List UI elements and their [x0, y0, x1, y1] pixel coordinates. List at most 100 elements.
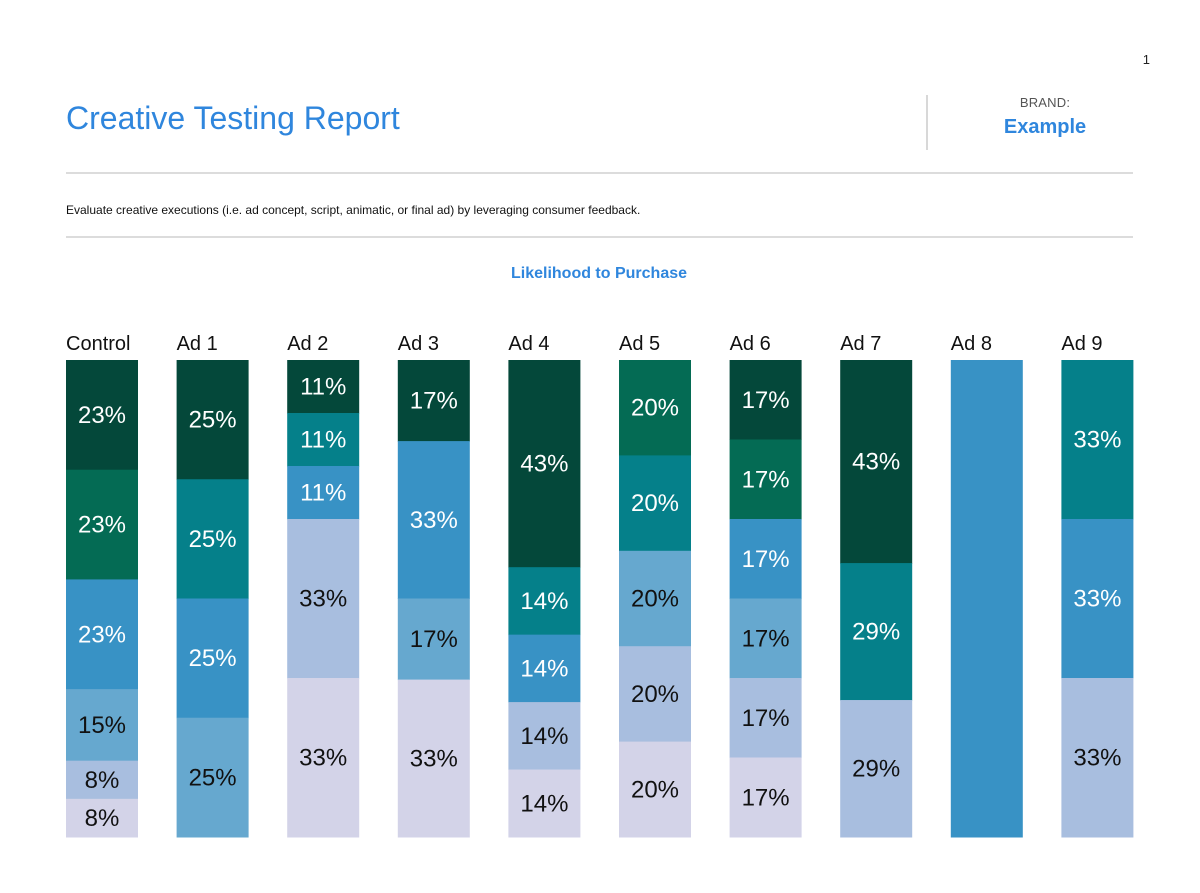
bar-segment-ad-7-3: [840, 700, 913, 838]
data-label-ad-5-2: 20%: [631, 490, 679, 517]
brand-label: BRAND:: [1019, 95, 1071, 110]
data-label-ad-4-2: 14%: [520, 588, 568, 615]
page-number: 1: [1142, 52, 1150, 67]
data-label-control-2: 23%: [78, 512, 126, 539]
data-label-control-1: 23%: [78, 402, 126, 429]
category-label-ad-5: Ad 5: [619, 333, 660, 355]
category-label-control: Control: [66, 333, 130, 355]
bar-segment-ad-3-2: [397, 441, 470, 599]
bar-segment-ad-1-3: [176, 598, 249, 719]
category-label-ad-9: Ad 9: [1061, 333, 1102, 355]
bar-segment-ad-6-4: [729, 598, 802, 679]
data-label-ad-5-3: 20%: [631, 586, 679, 613]
bar-segment-ad-6-5: [729, 678, 802, 758]
data-label-control-3: 23%: [78, 621, 126, 648]
brand-block: BRAND: Example: [950, 95, 1140, 139]
data-label-ad-7-1: 43%: [852, 449, 900, 476]
category-label-ad-1: Ad 1: [177, 333, 218, 355]
bar-segment-ad-2-2: [287, 413, 360, 467]
data-label-ad-3-1: 17%: [410, 388, 458, 415]
bar-segment-ad-2-3: [287, 466, 360, 520]
bar-segment-ad-5-5: [619, 741, 691, 838]
bar-segment-ad-6-3: [729, 519, 802, 599]
bar-segment-ad-5-4: [619, 646, 691, 743]
bar-segment-ad-4-1: [508, 360, 581, 568]
data-label-ad-3-2: 33%: [410, 507, 458, 534]
bar-segment-ad-1-1: [176, 360, 249, 480]
header-divider: [66, 172, 1133, 174]
category-label-ad-2: Ad 2: [287, 333, 328, 355]
category-label-ad-8: Ad 8: [951, 333, 992, 355]
bar-segment-ad-5-3: [619, 550, 691, 647]
data-label-ad-6-2: 17%: [742, 466, 790, 493]
data-label-ad-6-1: 17%: [742, 387, 790, 414]
data-label-ad-9-1: 33%: [1073, 427, 1121, 454]
data-label-ad-2-1: 11%: [300, 374, 346, 401]
bar-segment-control-2: [66, 469, 138, 580]
bar-segment-ad-1-4: [176, 717, 249, 838]
data-label-ad-1-3: 25%: [189, 645, 237, 672]
bar-segment-ad-3-3: [397, 598, 470, 681]
bar-segment-control-6: [66, 798, 138, 838]
bar-segment-ad-7-2: [840, 563, 913, 701]
bar-segment-ad-2-1: [287, 360, 360, 414]
bar-segment-ad-4-5: [508, 769, 581, 838]
data-label-ad-5-4: 20%: [631, 681, 679, 708]
data-label-ad-4-5: 14%: [520, 790, 568, 817]
data-label-ad-6-4: 17%: [742, 625, 790, 652]
data-label-ad-6-6: 17%: [742, 784, 790, 811]
data-label-ad-4-1: 43%: [520, 451, 568, 478]
title-divider: [926, 95, 928, 150]
category-label-ad-3: Ad 3: [398, 333, 439, 355]
bar-segment-control-4: [66, 689, 138, 762]
bar-segment-ad-9-2: [1061, 519, 1134, 679]
bar-segment-ad-5-1: [619, 360, 691, 456]
report-description: Evaluate creative executions (i.e. ad co…: [66, 203, 641, 217]
bar-segment-ad-9-3: [1061, 678, 1134, 838]
data-label-ad-4-3: 14%: [520, 655, 568, 682]
bar-segment-ad-1-2: [176, 479, 249, 599]
bar-segment-control-5: [66, 760, 138, 800]
bars-layer: Control 23% 23% 23% 15% 8% 8% Ad 1 25% 25% 25% 25% A…: [66, 333, 1134, 838]
bar-segment-ad-2-4: [287, 519, 360, 679]
bar-segment-ad-7-1: [840, 360, 913, 564]
data-label-ad-5-5: 20%: [631, 776, 679, 803]
chart-title: Likelihood to Purchase: [511, 265, 687, 282]
bar-segment-ad-8-1: [950, 360, 1023, 838]
data-label-ad-1-2: 25%: [189, 526, 237, 553]
data-label-ad-2-4: 33%: [299, 586, 347, 613]
data-label-ad-9-2: 33%: [1073, 586, 1121, 613]
bar-segment-ad-4-2: [508, 567, 581, 636]
data-label-ad-2-2: 11%: [300, 427, 346, 454]
data-label-ad-2-3: 11%: [300, 480, 346, 507]
data-label-ad-5-1: 20%: [631, 395, 679, 422]
bar-segment-ad-6-6: [729, 757, 802, 838]
report-title: Creative Testing Report: [66, 100, 400, 136]
data-label-ad-6-3: 17%: [742, 546, 790, 573]
bar-segment-ad-3-4: [397, 679, 470, 838]
bar-segment-control-3: [66, 579, 138, 690]
data-label-ad-2-5: 33%: [299, 745, 347, 772]
data-label-ad-6-5: 17%: [742, 705, 790, 732]
category-label-ad-4: Ad 4: [508, 333, 549, 355]
data-label-ad-1-1: 25%: [189, 407, 237, 434]
bar-segment-ad-5-2: [619, 455, 691, 552]
data-label-ad-3-3: 17%: [410, 626, 458, 653]
bar-segment-ad-9-1: [1061, 360, 1134, 520]
data-label-ad-7-2: 29%: [852, 619, 900, 646]
bar-segment-ad-6-2: [729, 439, 802, 520]
bar-segment-ad-6-1: [729, 360, 802, 440]
data-label-ad-9-3: 33%: [1073, 745, 1121, 772]
category-label-ad-7: Ad 7: [840, 333, 881, 355]
data-label-ad-7-3: 29%: [852, 756, 900, 783]
data-label-control-6: 8%: [85, 805, 120, 832]
bar-segment-ad-4-3: [508, 634, 581, 703]
data-label-ad-4-4: 14%: [520, 723, 568, 750]
category-label-ad-6: Ad 6: [730, 333, 771, 355]
data-label-ad-1-4: 25%: [189, 764, 237, 791]
data-label-control-4: 15%: [78, 712, 126, 739]
bar-segment-ad-2-5: [287, 678, 360, 838]
brand-value: Example: [1003, 116, 1087, 138]
bar-segment-control-1: [66, 360, 138, 471]
